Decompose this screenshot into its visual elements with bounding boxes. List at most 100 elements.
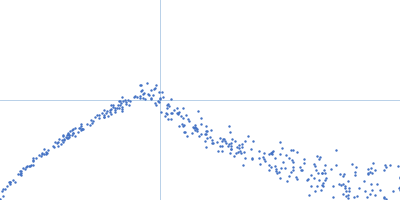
Point	[195, 109, 201, 112]
Point	[390, 190, 396, 193]
Point	[204, 129, 210, 132]
Point	[101, 115, 107, 118]
Point	[369, 188, 375, 191]
Point	[84, 122, 90, 126]
Point	[180, 107, 186, 110]
Point	[24, 165, 31, 168]
Point	[62, 136, 69, 139]
Point	[164, 107, 170, 110]
Point	[132, 95, 138, 98]
Point	[116, 100, 123, 103]
Point	[194, 127, 200, 130]
Point	[349, 162, 355, 165]
Point	[109, 103, 116, 106]
Point	[397, 176, 400, 179]
Point	[70, 127, 76, 131]
Point	[107, 109, 113, 112]
Point	[54, 142, 61, 145]
Point	[3, 185, 10, 188]
Point	[364, 196, 370, 199]
Point	[333, 164, 340, 167]
Point	[365, 172, 371, 175]
Point	[250, 139, 256, 143]
Point	[265, 163, 272, 166]
Point	[162, 112, 169, 115]
Point	[343, 190, 349, 193]
Point	[0, 187, 6, 190]
Point	[353, 165, 360, 169]
Point	[101, 113, 107, 116]
Point	[266, 168, 272, 172]
Point	[305, 193, 312, 196]
Point	[341, 172, 347, 175]
Point	[190, 127, 197, 130]
Point	[340, 175, 347, 178]
Point	[136, 84, 143, 87]
Point	[145, 92, 151, 96]
Point	[54, 140, 61, 144]
Point	[219, 149, 225, 153]
Point	[148, 97, 154, 100]
Point	[227, 152, 233, 155]
Point	[345, 193, 351, 196]
Point	[217, 145, 223, 148]
Point	[237, 150, 244, 153]
Point	[36, 154, 42, 157]
Point	[397, 189, 400, 192]
Point	[372, 168, 378, 172]
Point	[108, 108, 114, 111]
Point	[107, 112, 114, 115]
Point	[119, 109, 125, 113]
Point	[220, 138, 226, 141]
Point	[78, 129, 84, 132]
Point	[155, 100, 161, 103]
Point	[290, 168, 296, 172]
Point	[266, 152, 273, 155]
Point	[51, 145, 57, 149]
Point	[116, 103, 123, 106]
Point	[327, 167, 334, 171]
Point	[88, 119, 94, 122]
Point	[354, 195, 360, 198]
Point	[268, 166, 274, 169]
Point	[65, 132, 71, 135]
Point	[61, 138, 68, 141]
Point	[382, 166, 389, 169]
Point	[244, 135, 251, 138]
Point	[56, 138, 62, 141]
Point	[368, 171, 375, 174]
Point	[112, 108, 118, 111]
Point	[60, 135, 66, 138]
Point	[226, 124, 232, 127]
Point	[165, 117, 172, 120]
Point	[10, 178, 16, 182]
Point	[182, 131, 188, 134]
Point	[12, 180, 18, 183]
Point	[338, 184, 344, 187]
Point	[397, 185, 400, 189]
Point	[304, 178, 310, 181]
Point	[228, 148, 234, 151]
Point	[315, 158, 322, 161]
Point	[220, 137, 227, 141]
Point	[277, 140, 283, 143]
Point	[138, 89, 144, 92]
Point	[71, 134, 78, 137]
Point	[134, 96, 140, 99]
Point	[239, 145, 245, 148]
Point	[262, 159, 268, 162]
Point	[230, 154, 237, 157]
Point	[345, 197, 352, 200]
Point	[319, 172, 326, 175]
Point	[340, 182, 346, 185]
Point	[79, 127, 85, 130]
Point	[204, 136, 210, 139]
Point	[7, 183, 13, 186]
Point	[65, 132, 72, 136]
Point	[78, 123, 84, 126]
Point	[157, 98, 164, 101]
Point	[322, 164, 329, 167]
Point	[170, 108, 177, 111]
Point	[72, 127, 78, 130]
Point	[319, 183, 326, 187]
